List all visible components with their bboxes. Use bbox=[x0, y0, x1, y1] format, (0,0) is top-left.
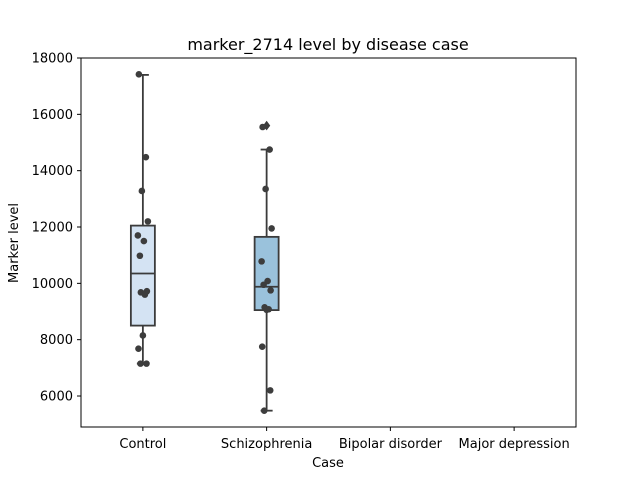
data-point bbox=[266, 387, 274, 394]
data-point bbox=[136, 252, 144, 260]
y-tick-label: 12000 bbox=[32, 221, 73, 236]
x-axis-label: Case bbox=[312, 456, 344, 471]
data-point bbox=[260, 281, 267, 289]
data-point bbox=[137, 360, 144, 367]
y-tick-label: 6000 bbox=[40, 390, 73, 405]
y-tick-label: 8000 bbox=[40, 333, 73, 348]
data-point bbox=[143, 360, 150, 367]
y-axis-label: Marker level bbox=[7, 203, 22, 283]
data-point bbox=[135, 71, 143, 78]
data-point bbox=[266, 146, 273, 153]
data-point bbox=[267, 287, 274, 294]
data-point bbox=[144, 218, 152, 225]
x-tick-label: Control bbox=[119, 437, 166, 452]
chart-title: marker_2714 level by disease case bbox=[187, 35, 468, 55]
x-tick-label: Bipolar disorder bbox=[339, 437, 443, 452]
y-tick-label: 18000 bbox=[32, 52, 73, 67]
data-point bbox=[260, 407, 268, 414]
y-tick-label: 10000 bbox=[32, 277, 73, 292]
data-point bbox=[135, 345, 142, 352]
data-point bbox=[258, 258, 265, 265]
data-point bbox=[258, 343, 266, 351]
x-tick-label: Schizophrenia bbox=[221, 437, 312, 452]
y-tick-label: 14000 bbox=[32, 164, 73, 179]
data-point bbox=[134, 232, 142, 239]
data-point bbox=[138, 187, 146, 195]
x-tick-label: Major depression bbox=[459, 437, 570, 452]
data-point bbox=[262, 185, 269, 193]
y-tick-label: 16000 bbox=[32, 108, 73, 123]
data-point bbox=[268, 225, 275, 232]
data-point bbox=[141, 291, 149, 298]
data-point bbox=[259, 123, 266, 131]
data-point bbox=[139, 332, 147, 339]
data-point bbox=[140, 237, 148, 245]
data-point bbox=[263, 306, 270, 314]
data-point bbox=[142, 153, 150, 161]
box-iqr bbox=[253, 235, 280, 312]
plot-frame bbox=[80, 57, 577, 428]
